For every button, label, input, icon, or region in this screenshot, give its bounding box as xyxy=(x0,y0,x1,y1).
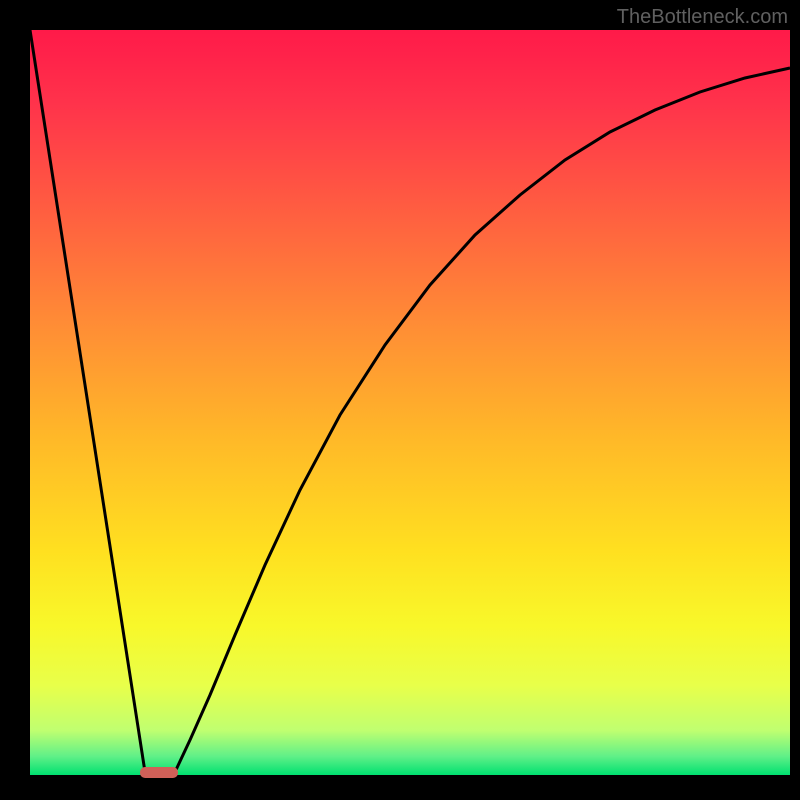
chart-container: TheBottleneck.com xyxy=(0,0,800,800)
bottleneck-chart xyxy=(0,0,800,800)
bottleneck-marker xyxy=(140,767,178,778)
watermark-text: TheBottleneck.com xyxy=(617,6,788,29)
heat-gradient-area xyxy=(30,30,790,775)
